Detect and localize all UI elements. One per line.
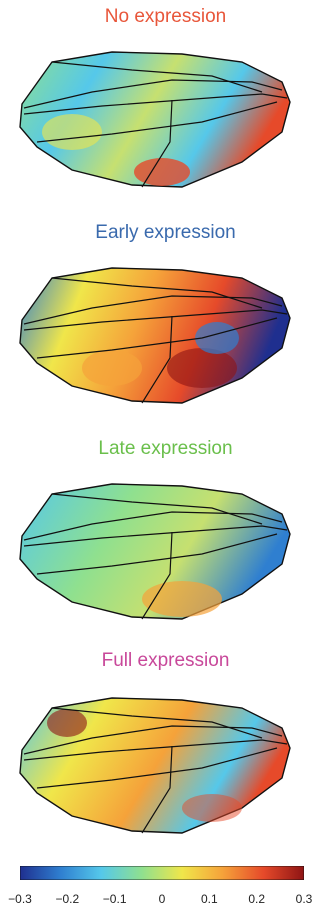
colorbar-tick-label: −0.1 [102, 892, 127, 906]
colorbar-tick-label: 0 [158, 892, 166, 906]
colorbar [20, 866, 304, 880]
colorbar-tick-label: −0.3 [8, 892, 32, 906]
panel-title-full-expression: Full expression [101, 650, 230, 671]
colorbar-tick-label: 0.1 [200, 892, 218, 906]
panel-title-late-expression: Late expression [98, 438, 233, 459]
wing-heatmap-full-expression [19, 697, 291, 834]
colorbar-tick-label: 0.3 [295, 892, 313, 906]
wing-heatmap-no-expression [19, 51, 291, 188]
panel-title-early-expression: Early expression [95, 222, 236, 243]
wing-heatmap-late-expression [19, 483, 291, 620]
colorbar-tick-label: −0.2 [55, 892, 80, 906]
wing-heatmap-early-expression [19, 267, 291, 404]
panel-title-no-expression: No expression [104, 6, 227, 27]
colorbar-tick-label: 0.2 [248, 892, 265, 906]
